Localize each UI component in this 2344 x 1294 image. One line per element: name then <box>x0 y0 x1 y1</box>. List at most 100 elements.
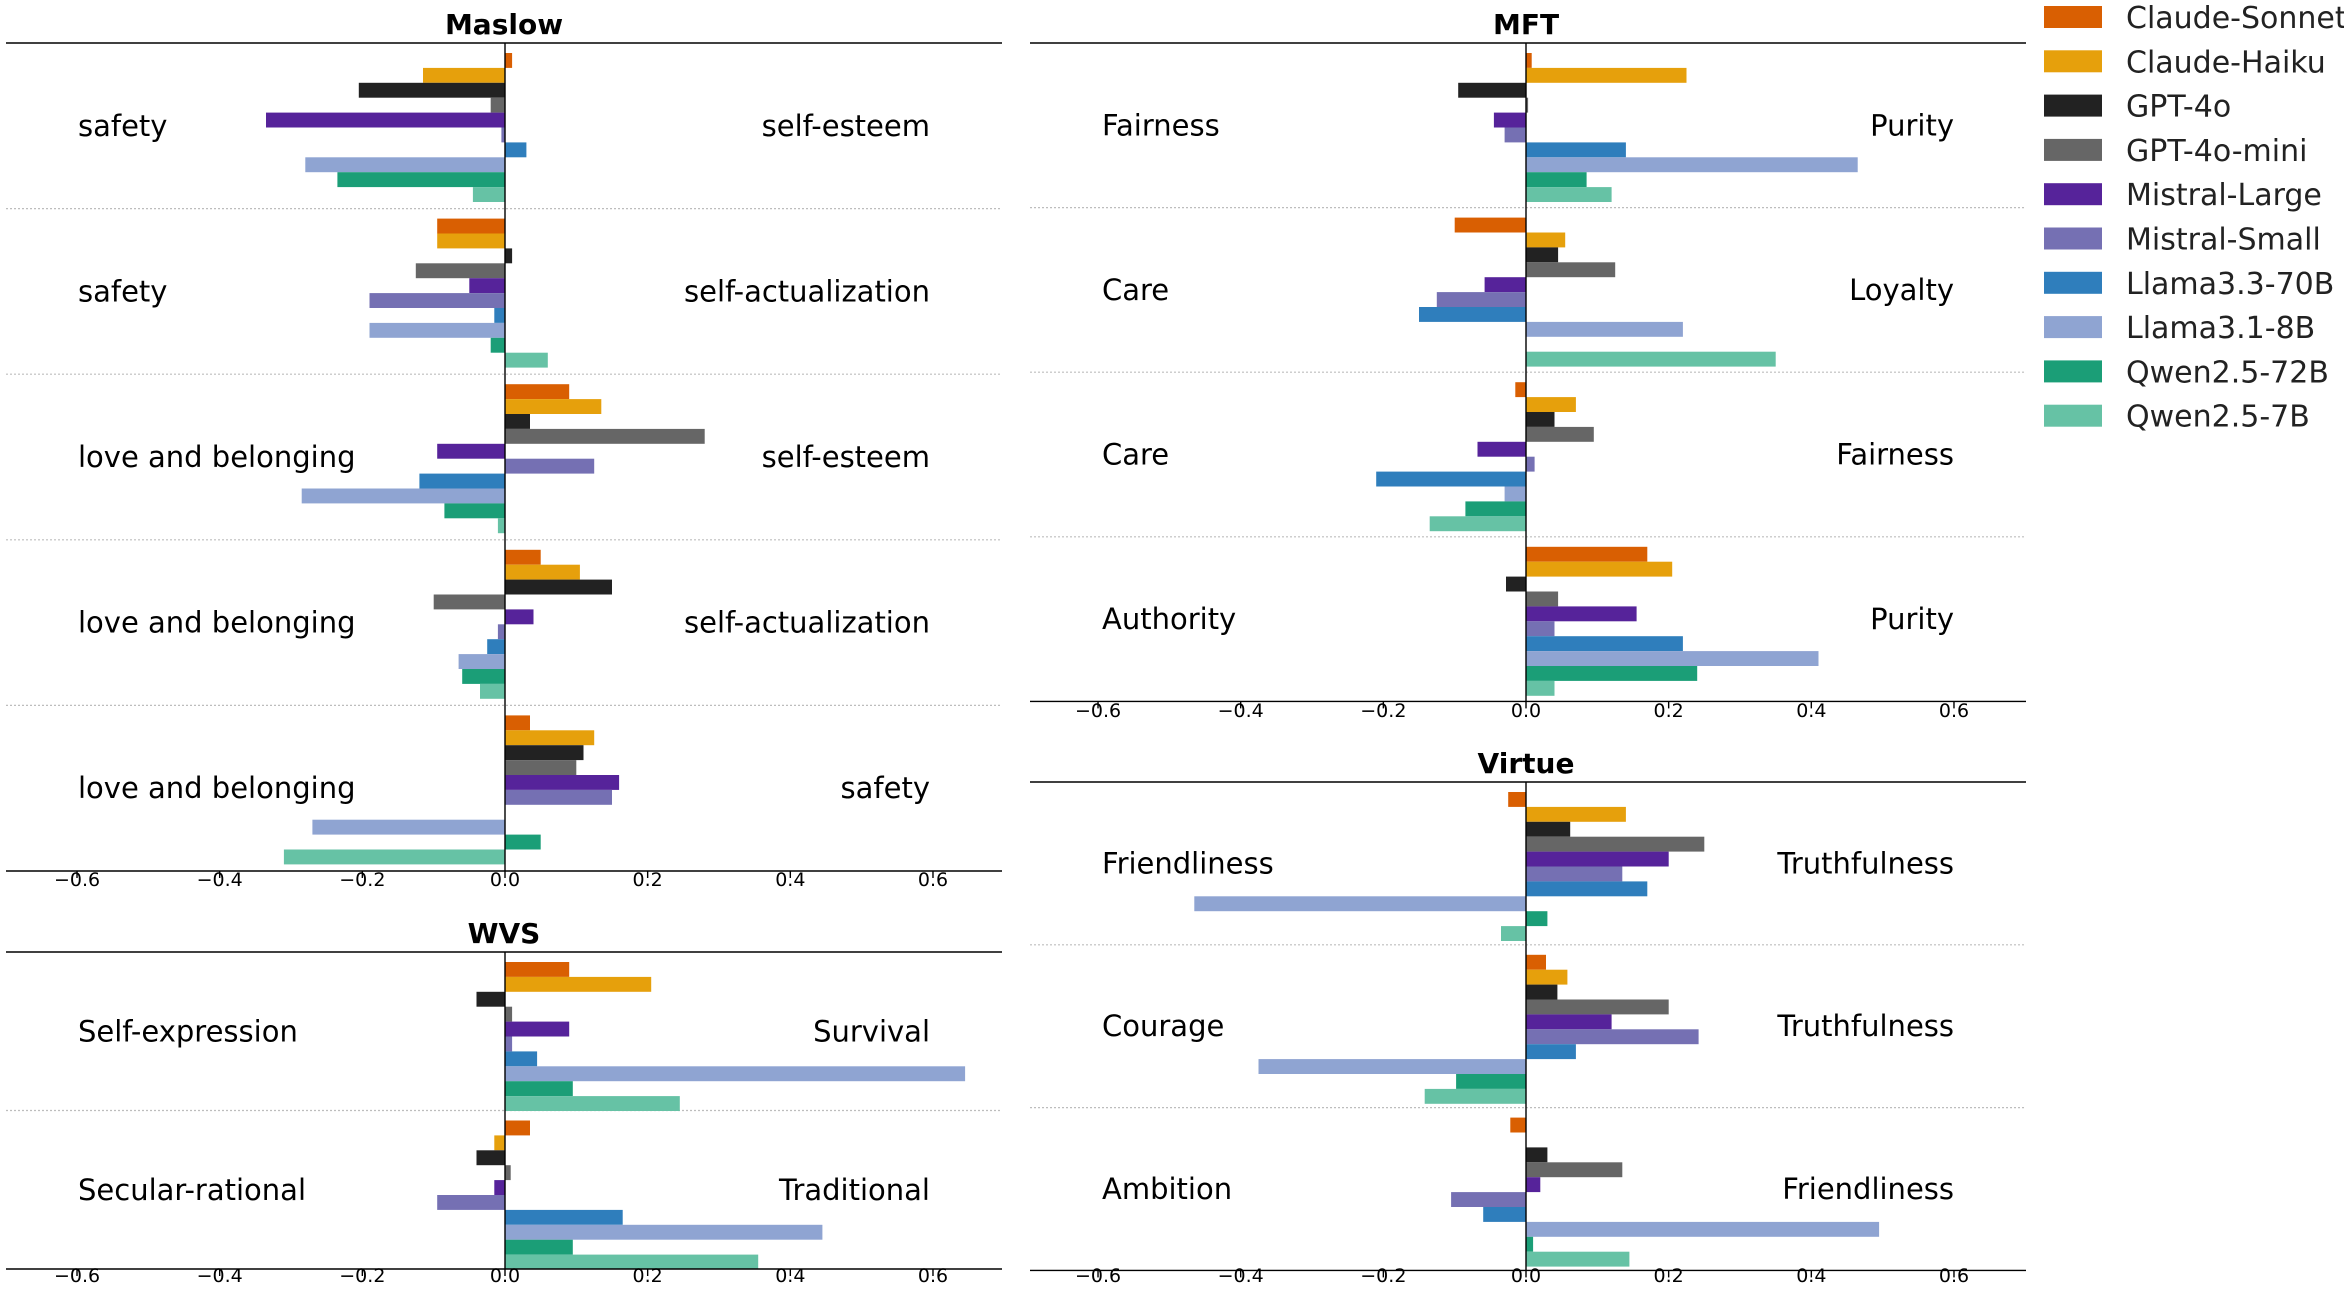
x-tick-label: −0.4 <box>1218 1265 1264 1287</box>
x-tick-label: 0.0 <box>1511 700 1541 722</box>
x-tick-label: 0.0 <box>490 869 520 891</box>
bar-group: Friendliness Truthfulness <box>1102 792 1954 941</box>
x-tick-label: 0.0 <box>490 1265 520 1287</box>
legend-item: GPT-4o <box>2044 90 2231 125</box>
group-label-left: Care <box>1102 438 1169 472</box>
legend-label: Qwen2.5-7B <box>2126 400 2310 435</box>
bar <box>476 991 505 1007</box>
group-label-right: safety <box>841 771 930 805</box>
bar <box>1526 262 1616 278</box>
bar <box>1526 351 1776 367</box>
bar <box>1526 321 1683 337</box>
bar <box>1526 881 1648 897</box>
bar <box>1526 1029 1699 1045</box>
legend-item: Qwen2.5-7B <box>2044 400 2310 435</box>
bar <box>1454 217 1526 233</box>
bar <box>1194 896 1526 912</box>
bar <box>505 775 620 790</box>
bar <box>1526 1236 1534 1252</box>
bar <box>419 473 505 489</box>
bar <box>469 278 505 294</box>
group-label-right: self-actualization <box>684 274 930 308</box>
bar <box>1526 1014 1612 1030</box>
legend-label: Llama3.3-70B <box>2126 267 2334 302</box>
x-tick-label: −0.6 <box>1075 1265 1121 1287</box>
bar <box>472 187 505 202</box>
x-tick-label: −0.2 <box>1360 700 1406 722</box>
bar <box>433 594 505 610</box>
bar <box>505 1066 966 1082</box>
bar <box>505 428 705 444</box>
group-label-left: Care <box>1102 273 1169 307</box>
x-tick-label: 0.6 <box>918 1265 948 1287</box>
legend-label: Claude-Haiku <box>2126 45 2326 80</box>
bar <box>505 142 527 158</box>
bar <box>505 730 595 746</box>
bar <box>1493 112 1526 128</box>
legend-label: Mistral-Small <box>2126 223 2321 258</box>
bar <box>476 1150 505 1166</box>
panel-title: WVS <box>468 917 541 950</box>
bar <box>1526 426 1594 442</box>
bar <box>444 503 505 519</box>
bar <box>1477 441 1526 457</box>
bar <box>505 1051 538 1067</box>
group-label-right: self-actualization <box>684 606 930 640</box>
bar-group: safety self-actualization <box>78 218 930 368</box>
x-tick-label: −0.6 <box>54 869 100 891</box>
bar <box>480 683 505 699</box>
bar <box>505 1006 513 1022</box>
bar <box>1526 591 1559 607</box>
panel-wvs: WVS Self-expression Survival Secular-ration… <box>6 917 1002 1287</box>
bar <box>505 760 577 775</box>
panel-title: MFT <box>1493 8 1559 41</box>
bar <box>505 399 602 414</box>
legend: Claude-Sonnet Claude-Haiku GPT-4o GPT-4o-mi… <box>2044 1 2344 435</box>
bar-group: safety self-esteem <box>78 53 930 202</box>
legend-item: Qwen2.5-72B <box>2044 355 2329 390</box>
bar <box>458 654 505 669</box>
panel-maslow: Maslow safety self-esteem safety self-actual… <box>6 8 1002 891</box>
bar <box>437 1195 505 1210</box>
x-tick-label: −0.2 <box>1360 1265 1406 1287</box>
bar <box>1526 984 1558 1000</box>
bar <box>1465 501 1526 517</box>
bar-group: Care Fairness <box>1102 382 1954 532</box>
bar <box>1526 1251 1630 1267</box>
bar <box>505 549 541 565</box>
x-tick-label: −0.6 <box>54 1265 100 1287</box>
bar <box>1419 307 1526 322</box>
bar <box>505 53 513 68</box>
group-label-right: self-esteem <box>762 440 930 474</box>
bar <box>490 97 505 113</box>
panel-virtue: Virtue Friendliness Truthfulness Courage Tru… <box>1030 747 2026 1287</box>
x-tick-label: −0.4 <box>197 869 243 891</box>
bar <box>1526 621 1555 637</box>
x-tick-label: 0.2 <box>633 869 663 891</box>
bar <box>505 384 570 400</box>
bar <box>505 352 548 368</box>
group-label-left: safety <box>78 274 167 308</box>
bar <box>415 263 505 279</box>
bar <box>1526 851 1669 867</box>
bar <box>1429 516 1526 532</box>
legend-swatch <box>2044 360 2102 383</box>
group-label-left: love and belonging <box>78 440 355 474</box>
group-label-left: Self-expression <box>78 1014 298 1048</box>
group-label-left: Fairness <box>1102 108 1220 142</box>
bar <box>1526 999 1669 1015</box>
bar <box>505 745 584 761</box>
legend-swatch <box>2044 94 2102 117</box>
x-tick-label: 0.0 <box>1511 1265 1541 1287</box>
x-tick-label: −0.2 <box>339 869 385 891</box>
bar <box>1526 397 1576 412</box>
bar <box>1526 1044 1576 1060</box>
bar <box>1258 1059 1526 1074</box>
bar <box>423 67 505 83</box>
legend-item: GPT-4o-mini <box>2044 134 2307 169</box>
bar-group: Secular-rational Traditional <box>78 1120 930 1270</box>
group-label-right: Truthfulness <box>1776 846 1954 880</box>
bar <box>1484 277 1526 293</box>
legend-label: Qwen2.5-72B <box>2126 355 2329 390</box>
